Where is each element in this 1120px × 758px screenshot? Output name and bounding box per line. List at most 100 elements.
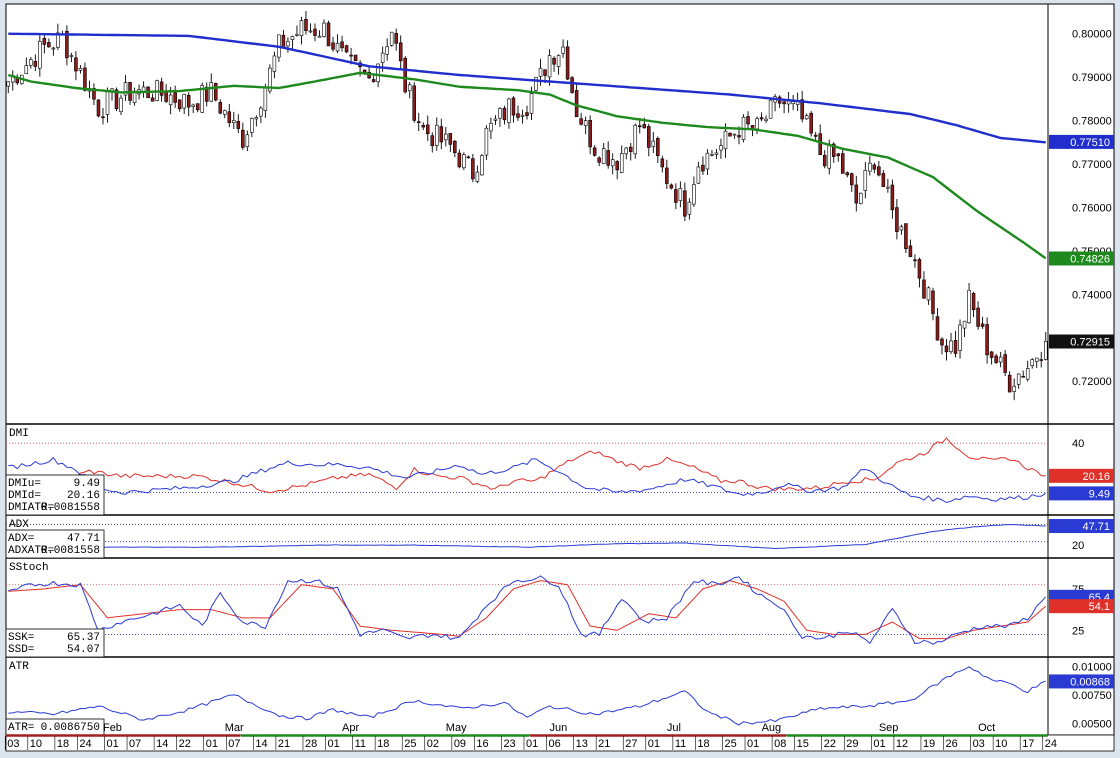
y-tick-label: 0.72000 <box>1072 376 1112 388</box>
y-tick-label: 0.78000 <box>1072 116 1112 128</box>
y-tick-label: 0.00500 <box>1072 718 1112 730</box>
candle <box>326 22 331 47</box>
date-tick-label: 02 <box>427 738 439 750</box>
value-badge-label: 9.49 <box>1089 488 1110 500</box>
stoch-k-line <box>8 575 1047 645</box>
candle <box>683 190 687 217</box>
date-tick-label: 27 <box>625 738 637 750</box>
panel-title: ATR <box>9 661 29 673</box>
month-label: Aug <box>762 722 782 734</box>
date-tick-label: 22 <box>824 738 836 750</box>
candle <box>651 140 656 147</box>
candle <box>994 355 998 363</box>
candle <box>489 122 493 132</box>
price-panel: 0.800000.790000.780000.770000.760000.750… <box>6 11 1114 401</box>
candle <box>232 120 236 123</box>
date-tick-label: 18 <box>697 738 709 750</box>
candle <box>642 123 647 129</box>
candle <box>678 188 683 201</box>
plot-area <box>5 3 1049 736</box>
candle <box>159 81 164 96</box>
candle <box>241 129 245 148</box>
date-tick-label: 15 <box>797 738 809 750</box>
candle <box>65 30 69 59</box>
candle <box>949 340 953 352</box>
candle <box>705 152 710 170</box>
ma-short-line <box>7 71 1047 260</box>
readout-value: 0.0086750 <box>41 722 100 734</box>
value-badge <box>1049 519 1114 534</box>
candle <box>295 34 299 36</box>
candle <box>719 145 723 151</box>
candle <box>376 63 380 83</box>
candle <box>304 19 308 31</box>
candle <box>908 245 913 257</box>
candle <box>403 57 407 93</box>
candle <box>74 57 78 72</box>
candle <box>850 173 854 186</box>
readout-value: 9.49 <box>74 478 100 490</box>
candle <box>186 94 191 108</box>
candle <box>692 184 696 205</box>
candle <box>1021 375 1025 378</box>
candle <box>457 152 462 168</box>
candle <box>565 46 570 80</box>
candle <box>619 153 624 173</box>
candle <box>281 34 286 49</box>
candle <box>840 153 845 174</box>
candle <box>313 28 317 36</box>
candle <box>317 35 322 38</box>
month-label: Mar <box>225 722 244 734</box>
candle <box>525 112 529 117</box>
date-tick-label: 26 <box>946 738 958 750</box>
candle <box>516 113 520 118</box>
candle <box>886 186 890 189</box>
candle <box>962 320 967 329</box>
candle <box>958 324 962 351</box>
month-label: Sep <box>879 722 899 734</box>
candle <box>710 154 714 156</box>
readout-value: 0.0081558 <box>41 545 100 557</box>
panel-frames <box>5 3 1115 736</box>
value-badge <box>1049 674 1114 689</box>
candle <box>92 88 96 100</box>
candle <box>349 54 353 57</box>
value-badge-label: 54.1 <box>1089 601 1110 613</box>
candle <box>123 82 128 96</box>
date-tick-label: 08 <box>774 738 786 750</box>
candle <box>272 55 277 72</box>
candle <box>800 99 804 120</box>
readout-label: ADX= <box>8 533 34 545</box>
date-tick-label: 10 <box>30 738 42 750</box>
date-tick-label: 23 <box>503 738 515 750</box>
candle <box>953 340 958 354</box>
candle <box>389 31 394 46</box>
date-tick-label: 01 <box>106 738 118 750</box>
dmi-down-line <box>8 437 1046 494</box>
candle <box>56 32 60 48</box>
candle <box>254 117 259 120</box>
value-badge-label: 0.74826 <box>1070 253 1110 265</box>
candle <box>547 55 552 78</box>
date-tick-label: 09 <box>454 738 466 750</box>
date-tick-label: 06 <box>549 738 561 750</box>
candle <box>1003 354 1007 373</box>
candle <box>998 356 1003 363</box>
candle <box>191 104 195 107</box>
candle <box>223 110 227 115</box>
y-tick-label: 0.79000 <box>1072 72 1112 84</box>
candle <box>407 84 412 92</box>
candle <box>831 143 836 157</box>
candle <box>1025 368 1030 380</box>
value-badge <box>1049 134 1114 149</box>
dmi-panel: 40 DMI DMIu= 9.49 DMId= 20.16 DMIATR=0.0081558… <box>5 428 1114 516</box>
candle <box>638 125 642 128</box>
candle <box>723 130 728 149</box>
candle <box>290 36 295 40</box>
candle <box>448 133 453 145</box>
candle <box>570 77 574 93</box>
y-tick-label: 0.77000 <box>1072 159 1112 171</box>
month-label: Feb <box>103 722 122 734</box>
candle <box>245 134 250 148</box>
